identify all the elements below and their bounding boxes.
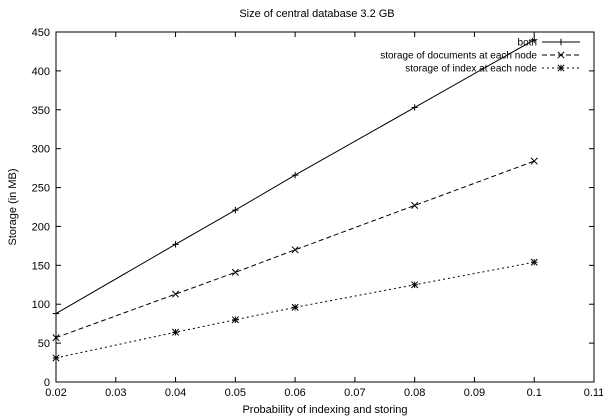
y-tick-label: 400 [32, 66, 50, 78]
data-point [52, 354, 60, 362]
data-point [531, 36, 538, 43]
data-point [172, 328, 180, 336]
data-point [291, 246, 299, 254]
data-point [411, 104, 418, 111]
legend-marker [557, 64, 565, 72]
data-point [232, 206, 239, 214]
legend: both storage of documents at each node sto… [380, 38, 580, 75]
x-tick-label: 0.1 [527, 387, 542, 399]
legend-marker [557, 51, 565, 59]
data-point [52, 310, 60, 317]
y-tick-label: 50 [38, 338, 50, 350]
y-axis-label: Storage (in MB) [7, 168, 19, 245]
series-3 [52, 258, 538, 362]
y-tick-label: 0 [44, 377, 50, 389]
axis-ticks: 0.02 0.03 0.04 0.05 0.06 0.07 0.08 0.09 0.1 0.11 0… [32, 27, 603, 399]
data-point [411, 281, 419, 289]
data-point [530, 258, 538, 266]
y-tick-label: 450 [32, 27, 50, 39]
data-point [231, 316, 239, 324]
x-tick-label: 0.11 [584, 387, 603, 399]
data-point [172, 241, 179, 248]
x-tick-label: 0.02 [45, 387, 66, 399]
y-tick-label: 350 [32, 105, 50, 117]
x-tick-label: 0.03 [105, 387, 126, 399]
series-line [55, 160, 535, 339]
data-point [291, 171, 299, 179]
data-point [52, 334, 60, 342]
legend-label: storage of index at each node [405, 64, 537, 75]
data-point [172, 290, 180, 298]
legend-label: both [518, 38, 537, 49]
legend-label: storage of documents at each node [380, 51, 537, 62]
series-line [55, 261, 535, 359]
y-tick-label: 250 [32, 183, 50, 195]
plot-frame [55, 31, 595, 383]
y-tick-label: 300 [32, 144, 50, 156]
series-2 [52, 157, 538, 342]
series-group [52, 36, 538, 362]
legend-marker [557, 38, 565, 46]
y-tick-label: 100 [32, 299, 50, 311]
x-tick-label: 0.08 [404, 387, 425, 399]
series-line [55, 39, 535, 314]
data-point [530, 157, 538, 165]
x-tick-label: 0.05 [225, 387, 246, 399]
chart-title: Size of central database 3.2 GB [239, 8, 394, 20]
y-tick-label: 150 [32, 260, 50, 272]
data-point [291, 303, 299, 311]
series-1 [52, 36, 538, 317]
x-tick-label: 0.04 [165, 387, 186, 399]
data-point [231, 268, 239, 276]
x-tick-label: 0.06 [284, 387, 305, 399]
x-tick-label: 0.09 [464, 387, 485, 399]
x-tick-label: 0.07 [344, 387, 365, 399]
data-point [411, 201, 419, 209]
x-axis-label: Probability of indexing and storing [242, 404, 407, 416]
y-tick-label: 200 [32, 221, 50, 233]
